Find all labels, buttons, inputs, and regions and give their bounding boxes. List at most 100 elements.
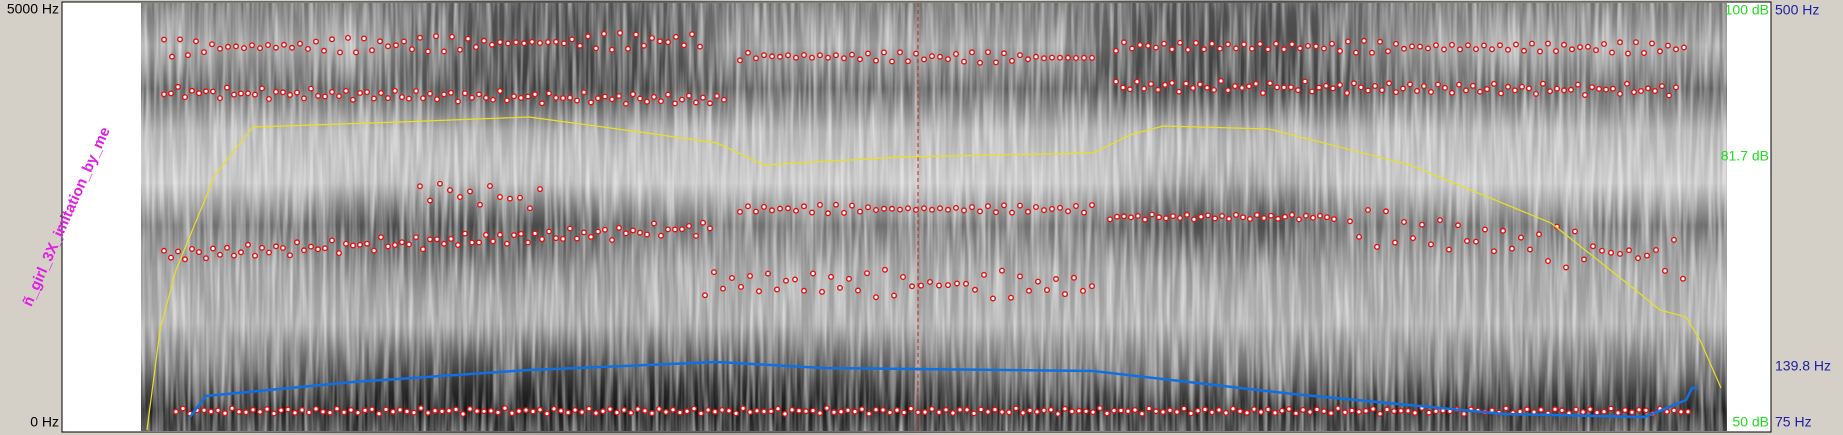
formant-dot	[273, 243, 280, 250]
formant-dot	[1644, 85, 1651, 92]
formant-dot	[1665, 92, 1672, 99]
formant-dot	[747, 409, 754, 416]
formant-dot	[495, 409, 502, 416]
formant-dot	[588, 233, 595, 240]
formant-dot	[845, 407, 852, 414]
formant-dot	[702, 292, 709, 299]
formant-dot	[711, 269, 718, 276]
formant-dot	[1684, 408, 1691, 415]
formant-dot	[1194, 407, 1201, 414]
formant-dot	[1368, 49, 1375, 56]
formant-dot	[1434, 81, 1441, 88]
formant-dot	[1232, 211, 1239, 218]
formant-dot	[777, 205, 784, 212]
formant-dot	[1384, 48, 1391, 55]
formant-dot	[545, 39, 552, 46]
formant-dot	[294, 239, 301, 246]
formant-dot	[497, 39, 504, 46]
formant-dot	[1032, 203, 1039, 210]
formant-dot	[1061, 405, 1068, 412]
formant-dot	[244, 241, 251, 248]
formant-dot	[1664, 42, 1671, 49]
formant-dot	[265, 42, 272, 49]
formant-dot	[1448, 89, 1455, 96]
formant-dot	[1343, 89, 1350, 96]
formant-dot	[857, 56, 864, 63]
formant-dot	[1260, 215, 1267, 222]
formant-dot	[455, 98, 462, 105]
formant-dot	[1112, 78, 1119, 85]
formant-dot	[174, 248, 181, 255]
formant-dot	[1574, 81, 1581, 88]
formant-dot	[1616, 90, 1623, 97]
formant-dot	[1246, 215, 1253, 222]
formant-dot	[385, 95, 392, 102]
formant-dot	[287, 252, 294, 259]
formant-dot	[897, 206, 904, 213]
formant-dot	[574, 97, 581, 104]
formant-dot	[1080, 209, 1087, 216]
formant-dot	[188, 87, 195, 94]
formant-dot	[684, 408, 691, 415]
formant-dot	[635, 406, 642, 413]
formant-dot	[1334, 405, 1341, 412]
formant-dot	[1600, 41, 1607, 48]
formant-dot	[1336, 81, 1343, 88]
formant-dot	[1327, 410, 1334, 417]
formant-dot	[509, 410, 516, 417]
formant-dot	[1670, 407, 1677, 414]
formant-dot	[859, 406, 866, 413]
formant-dot	[747, 273, 754, 280]
formant-dot	[432, 407, 439, 414]
formant-dot	[1183, 211, 1190, 218]
formant-dot	[1344, 38, 1351, 45]
formant-dot	[1320, 408, 1327, 415]
formant-dot	[1308, 88, 1315, 95]
formant-dot	[1224, 41, 1231, 48]
formant-dot	[677, 409, 684, 416]
formant-dot	[539, 100, 546, 107]
formant-dot	[918, 282, 925, 289]
formant-dot	[313, 38, 320, 45]
formant-dot	[1348, 407, 1355, 414]
formant-dot	[1418, 221, 1425, 228]
formant-dot	[181, 256, 188, 263]
formant-dot	[1504, 46, 1511, 53]
formant-dot	[216, 45, 223, 52]
formant-dot	[866, 410, 873, 417]
formant-dot	[602, 93, 609, 100]
formant-dot	[560, 235, 567, 242]
formant-dot	[1579, 409, 1586, 416]
formant-dot	[418, 405, 425, 412]
formant-dot	[740, 405, 747, 412]
formant-dot	[700, 219, 707, 226]
formant-dot	[362, 407, 369, 414]
formant-dot	[1068, 408, 1075, 415]
formant-dot	[273, 88, 280, 95]
formant-dot	[1511, 87, 1518, 94]
formant-dot	[223, 244, 230, 251]
formant-dot	[1441, 84, 1448, 91]
formant-dot	[1257, 409, 1264, 416]
formant-dot	[357, 241, 364, 248]
formant-dot	[1642, 407, 1649, 414]
formant-dot	[383, 406, 390, 413]
formant-dot	[1517, 234, 1524, 241]
formant-dot	[1355, 233, 1362, 240]
formant-dot	[572, 407, 579, 414]
pitch-curve	[189, 360, 1698, 419]
formant-dot	[1397, 407, 1404, 414]
formant-dot	[551, 405, 558, 412]
formant-dot	[490, 96, 497, 103]
formant-dot	[1271, 409, 1278, 416]
formant-dot	[297, 40, 304, 47]
formant-dot	[714, 92, 721, 99]
formant-dot	[971, 410, 978, 417]
formant-dot	[392, 87, 399, 94]
formant-dot	[937, 53, 944, 60]
formant-dot	[483, 94, 490, 101]
formant-dot	[179, 405, 186, 412]
formant-dot	[1448, 41, 1455, 48]
formant-dot	[733, 410, 740, 417]
formant-dot	[1152, 408, 1159, 415]
